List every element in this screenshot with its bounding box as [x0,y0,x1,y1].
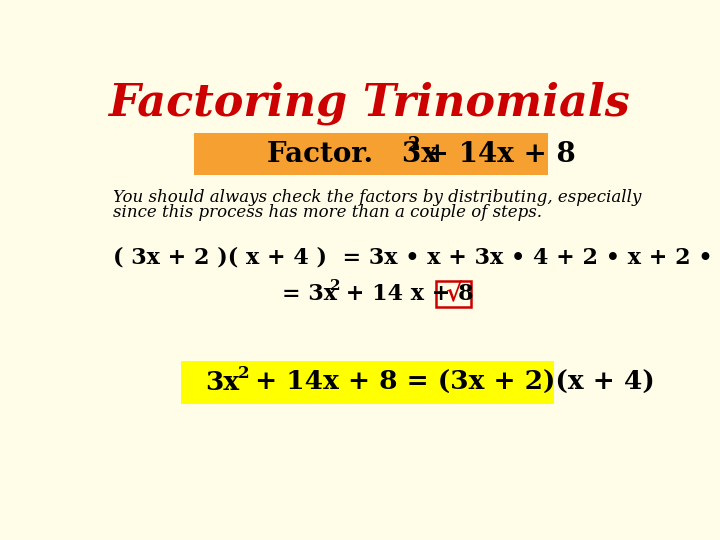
Text: 2: 2 [238,365,250,382]
Text: + 14x + 8: + 14x + 8 [415,140,575,167]
Text: ( 3x + 2 )( x + 4 )  = 3x • x + 3x • 4 + 2 • x + 2 • 4: ( 3x + 2 )( x + 4 ) = 3x • x + 3x • 4 + … [113,246,720,268]
Text: 2: 2 [408,136,420,154]
Text: √: √ [445,282,462,306]
FancyBboxPatch shape [181,361,554,404]
Text: since this process has more than a couple of steps.: since this process has more than a coupl… [113,204,542,221]
Text: + 14 x + 8: + 14 x + 8 [338,284,474,305]
Text: Factoring Trinomials: Factoring Trinomials [108,82,630,125]
Text: 2: 2 [330,279,341,293]
FancyBboxPatch shape [194,133,548,175]
Text: You should always check the factors by distributing, especially: You should always check the factors by d… [113,189,642,206]
Text: = 3x: = 3x [282,284,337,305]
Text: 3x: 3x [204,370,239,395]
Text: Factor.   3x: Factor. 3x [266,140,438,167]
FancyBboxPatch shape [436,281,471,307]
Text: + 14x + 8 = (3x + 2)(x + 4): + 14x + 8 = (3x + 2)(x + 4) [246,370,654,395]
